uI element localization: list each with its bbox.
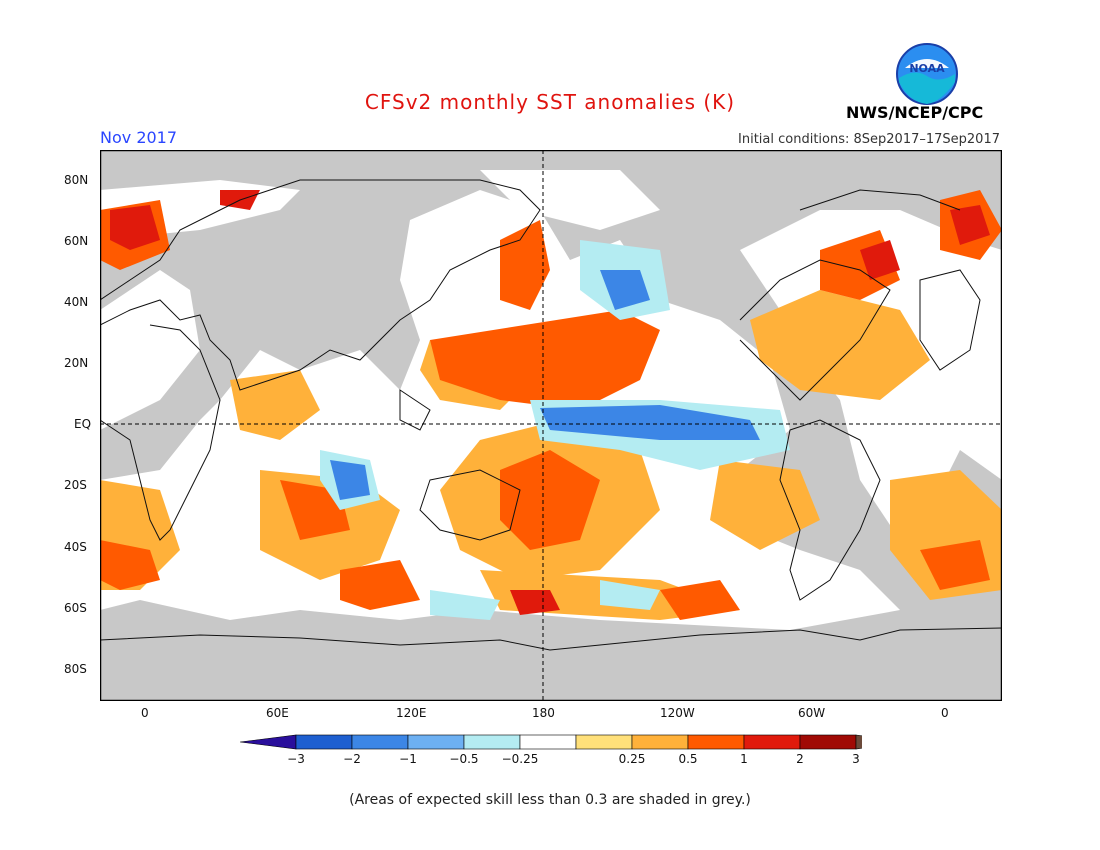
forecast-month: Nov 2017: [100, 128, 178, 147]
colorbar-cells: [240, 734, 862, 750]
colorbar-tick-label: 3: [852, 752, 860, 766]
colorbar-cell: [575, 734, 633, 750]
lat-label-40s: 40S: [64, 540, 87, 554]
colorbar-labels: −3 −2 −1 −0.5 −0.25 0.25 0.5 1 2 3: [287, 752, 860, 766]
colorbar-tick-label: 2: [796, 752, 804, 766]
colorbar-tick-label: −0.5: [449, 752, 478, 766]
colorbar-tick-label: −0.25: [502, 752, 539, 766]
colorbar-arrow-high: [855, 734, 862, 750]
lon-label-60e: 60E: [266, 706, 289, 720]
colorbar-tick-label: −3: [287, 752, 305, 766]
colorbar-cell: [295, 734, 353, 750]
colorbar-cell: [463, 734, 521, 750]
lon-label-180: 180: [532, 706, 555, 720]
colorbar-tick-label: −1: [399, 752, 417, 766]
lon-label-120w: 120W: [660, 706, 695, 720]
initial-conditions: Initial conditions: 8Sep2017–17Sep2017: [738, 132, 1000, 147]
coastlines: [100, 179, 1002, 651]
colorbar-cell: [799, 734, 857, 750]
colorbar-tick-label: 0.25: [619, 752, 646, 766]
colorbar-tick-label: 1: [740, 752, 748, 766]
colorbar: −3 −2 −1 −0.5 −0.25 0.25 0.5 1 2 3: [240, 734, 862, 766]
lon-label-0: 0: [141, 706, 149, 720]
colorbar-cell: [743, 734, 801, 750]
agency-label: NWS/NCEP/CPC: [846, 103, 984, 122]
chart-title: CFSv2 monthly SST anomalies (K): [364, 90, 736, 114]
colorbar-cell: [687, 734, 745, 750]
skill-note: (Areas of expected skill less than 0.3 a…: [349, 792, 751, 808]
lat-label-80n: 80N: [64, 173, 89, 187]
colorbar-arrow-low: [240, 734, 297, 750]
lat-label-40n: 40N: [64, 295, 89, 309]
lon-label-0-right: 0: [941, 706, 949, 720]
lon-label-120e: 120E: [396, 706, 427, 720]
lat-label-60s: 60S: [64, 601, 87, 615]
strong-cool-anomaly-areas: [330, 270, 760, 500]
logo-text: NOAA: [909, 62, 945, 75]
lat-label-80s: 80S: [64, 662, 87, 676]
colorbar-tick-label: −2: [343, 752, 361, 766]
lat-label-20n: 20N: [64, 356, 89, 370]
lat-label-20s: 20S: [64, 478, 87, 492]
colorbar-cell: [519, 734, 577, 750]
lat-label-60n: 60N: [64, 234, 89, 248]
map-frame: [100, 150, 1002, 701]
colorbar-cell: [351, 734, 409, 750]
lat-label-eq: EQ: [74, 417, 92, 431]
colorbar-cell: [407, 734, 465, 750]
colorbar-cell: [631, 734, 689, 750]
sst-anomaly-map: [100, 150, 1002, 701]
colorbar-tick-label: 0.5: [678, 752, 697, 766]
strong-warm-anomaly-areas: [100, 190, 1002, 620]
lon-label-60w: 60W: [798, 706, 826, 720]
noaa-logo: NOAA: [896, 43, 958, 105]
